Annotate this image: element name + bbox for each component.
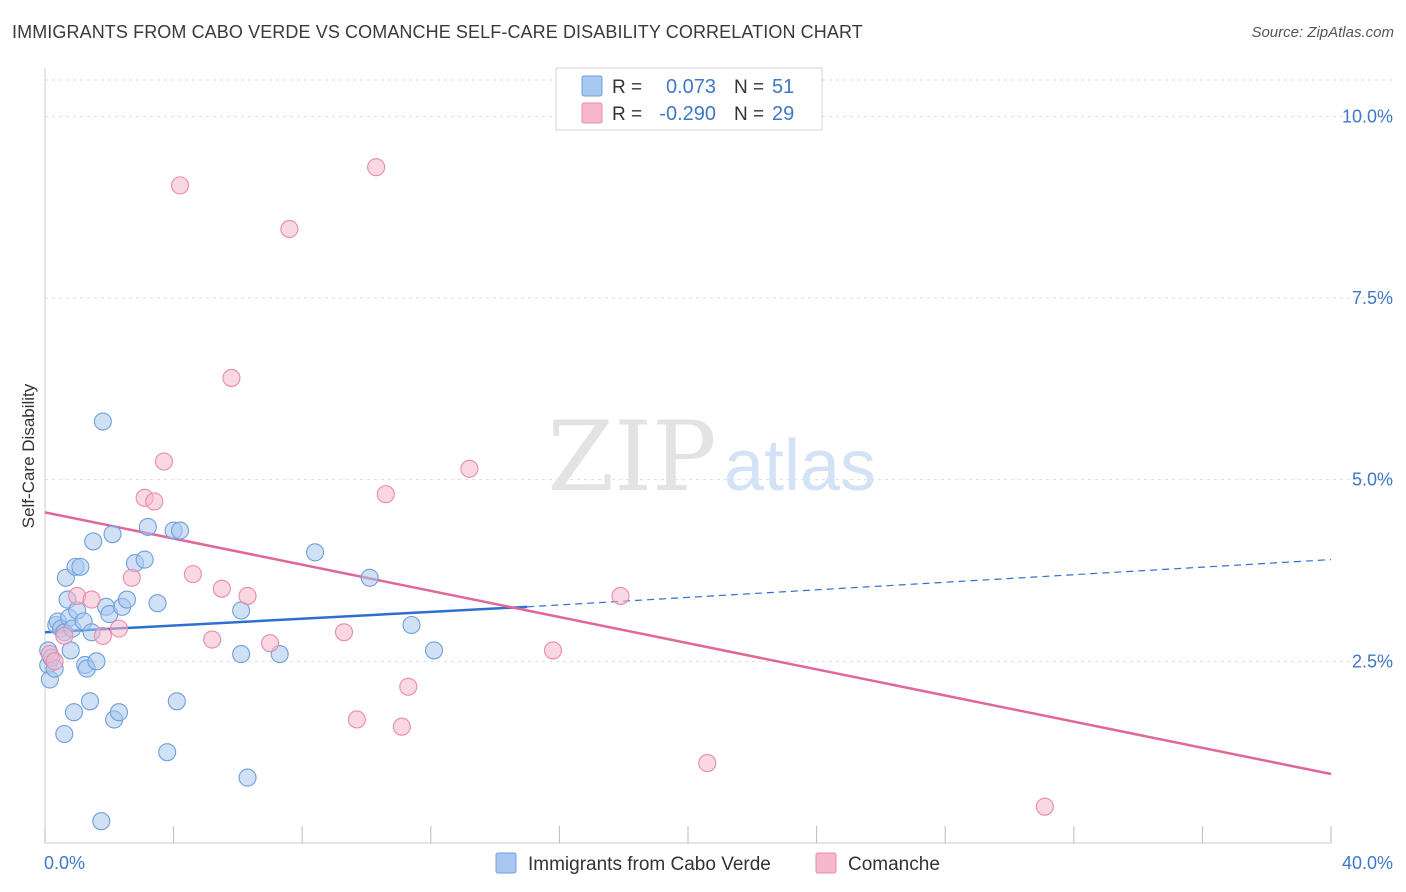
comanche-point	[611, 586, 630, 605]
cabo-verde-point	[424, 641, 444, 660]
y-tick-label: 2.5%	[1352, 651, 1393, 671]
comanche-point	[367, 158, 386, 177]
bottom-legend-swatch	[495, 852, 517, 874]
comanche-point	[93, 626, 112, 645]
comanche-point	[203, 630, 222, 649]
cabo-verde-point	[117, 590, 137, 609]
comanche-point	[154, 452, 174, 471]
cabo-verde-point	[138, 517, 157, 536]
cabo-verde-point	[238, 768, 257, 787]
comanche-point	[238, 586, 257, 605]
cabo-verde-point	[93, 412, 112, 431]
legend-r-label: R =	[612, 104, 642, 125]
comanche-point	[698, 754, 717, 773]
comanche-point	[280, 219, 299, 239]
x-tick-label: 0.0%	[44, 853, 85, 873]
legend-n-label: N =	[734, 104, 764, 125]
comanche-point	[109, 619, 128, 638]
comanche-point	[260, 634, 280, 653]
comanche-point	[170, 176, 190, 195]
chart-title: IMMIGRANTS FROM CABO VERDE VS COMANCHE S…	[12, 22, 863, 42]
comanche-point	[82, 590, 101, 609]
comanche-point	[347, 710, 366, 729]
trend-lines	[44, 511, 1332, 776]
legend-r-value: 0.073	[666, 76, 716, 98]
legend-r-label: R =	[612, 77, 642, 98]
cabo-verde-point	[167, 692, 186, 711]
comanche-point	[376, 485, 395, 504]
cabo-verde-point	[360, 568, 379, 587]
cabo-verde-point	[80, 692, 100, 711]
comanche-point	[55, 626, 74, 645]
bottom-legend: Immigrants from Cabo Verde Comanche	[495, 852, 940, 875]
watermark-zip: ZIP	[547, 401, 716, 513]
comanche-point	[460, 459, 479, 478]
comanche-point	[334, 623, 354, 642]
comanche-trend-line	[44, 511, 1332, 776]
comanche-point	[399, 677, 418, 696]
comanche-point	[122, 568, 141, 587]
cabo-verde-trend-extension	[527, 559, 1332, 608]
y-tick-label: 7.5%	[1352, 288, 1393, 308]
cabo-verde-point	[87, 652, 106, 671]
source-label: Source: ZipAtlas.com	[1251, 24, 1394, 41]
legend-n-value: 51	[772, 76, 794, 98]
cabo-verde-point	[84, 532, 103, 551]
grid-lines	[45, 79, 1392, 662]
cabo-verde-point	[402, 615, 421, 635]
comanche-point	[1035, 797, 1054, 816]
bottom-legend-swatch	[815, 852, 837, 874]
bottom-legend-label: Comanche	[848, 854, 940, 875]
watermark-atlas: atlas	[724, 426, 876, 506]
cabo-verde-point	[170, 521, 190, 540]
comanche-point	[222, 368, 241, 387]
comanche-point	[145, 492, 164, 511]
bottom-legend-label: Immigrants from Cabo Verde	[528, 854, 771, 875]
y-tick-label: 5.0%	[1352, 470, 1393, 490]
legend-r-value: -0.290	[659, 103, 716, 125]
comanche-point	[543, 641, 563, 660]
comanche-point	[392, 717, 411, 736]
comanche-point	[212, 579, 231, 598]
legend-box: R = 0.073 N = 51 R = -0.290 N = 29	[555, 67, 823, 131]
cabo-verde-point	[158, 743, 177, 762]
x-tick-label: 40.0%	[1342, 853, 1393, 873]
cabo-verde-point	[306, 543, 325, 562]
cabo-verde-point	[55, 724, 74, 744]
legend-n-value: 29	[772, 103, 794, 125]
comanche-point	[183, 565, 202, 584]
legend-swatch	[581, 75, 603, 97]
legend-n-label: N =	[734, 77, 764, 98]
cabo-verde-point	[71, 557, 90, 576]
cabo-verde-point	[232, 645, 251, 664]
y-axis-title: Self-Care Disability	[19, 383, 38, 528]
comanche-point	[45, 652, 64, 671]
y-tick-label: 10.0%	[1342, 106, 1393, 126]
cabo-verde-point	[103, 525, 122, 544]
cabo-verde-point	[135, 550, 154, 569]
data-points	[39, 158, 1054, 831]
legend-swatch	[581, 102, 603, 124]
axes: 2.5% 5.0% 7.5% 10.0% 0.0% 40.0% Self-Care Disa…	[19, 68, 1393, 873]
cabo-verde-point	[92, 812, 111, 831]
cabo-verde-point	[64, 703, 83, 722]
cabo-verde-point	[109, 703, 128, 722]
watermark: ZIP atlas	[547, 401, 876, 513]
cabo-verde-point	[148, 594, 167, 613]
